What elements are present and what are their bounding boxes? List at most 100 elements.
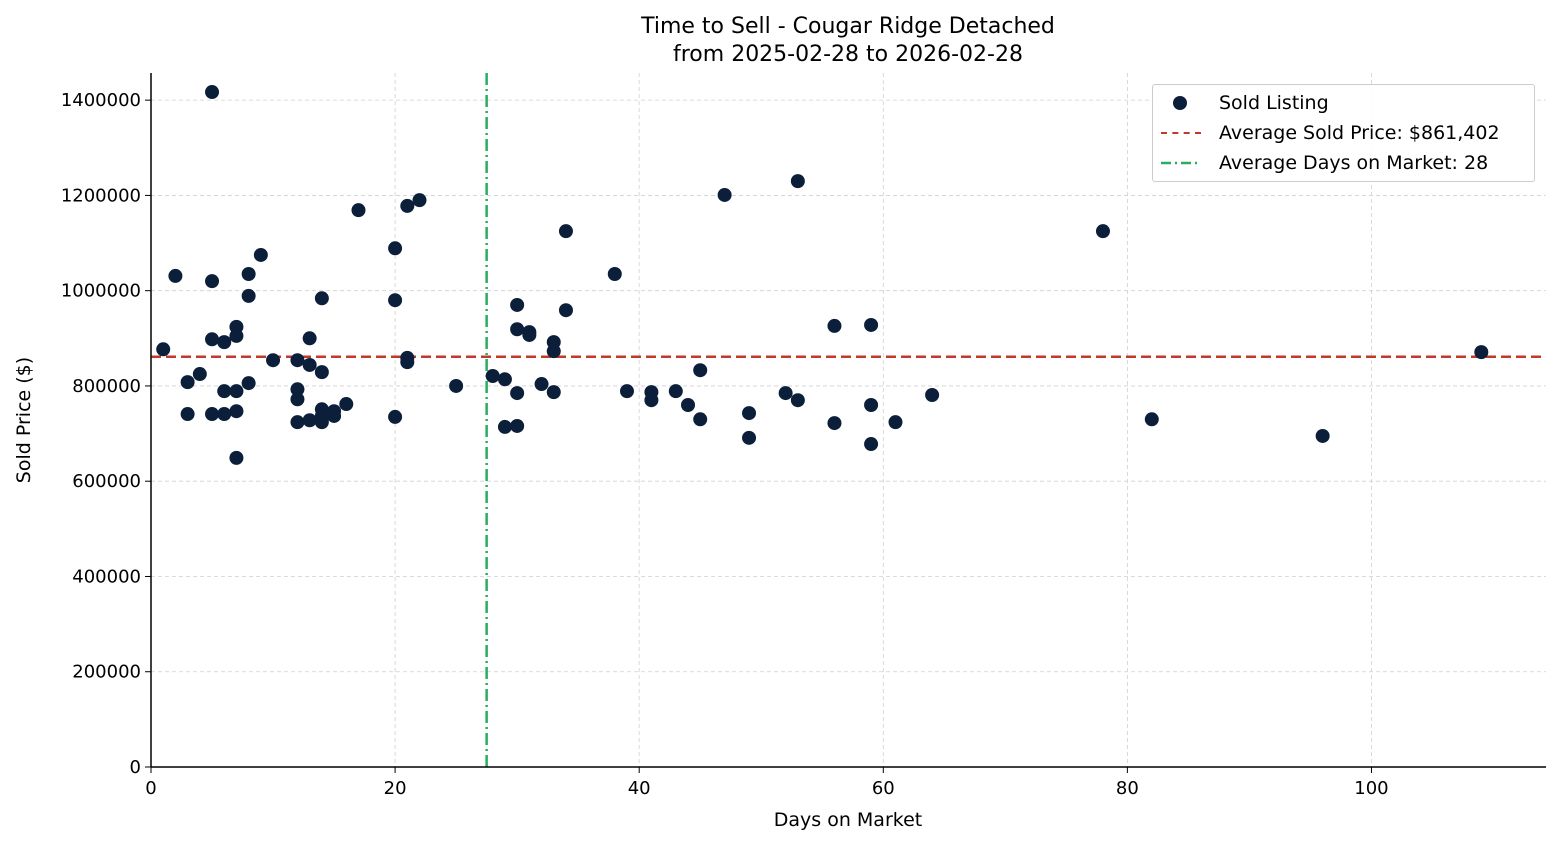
data-point xyxy=(388,293,403,308)
data-point xyxy=(864,397,879,412)
legend-label: Sold Listing xyxy=(1219,92,1329,114)
x-tick-label: 80 xyxy=(1116,778,1139,799)
data-point xyxy=(302,331,317,346)
data-point xyxy=(693,363,708,378)
data-point xyxy=(864,437,879,452)
y-tick-label: 1400000 xyxy=(61,90,141,111)
reference-lines xyxy=(151,73,1546,767)
data-point xyxy=(510,386,525,401)
legend-label: Average Sold Price: $861,402 xyxy=(1219,122,1500,144)
data-point xyxy=(827,318,842,333)
x-tick-label: 60 xyxy=(872,778,895,799)
legend-label: Average Days on Market: 28 xyxy=(1219,152,1489,174)
data-point xyxy=(790,174,805,189)
data-point xyxy=(241,288,256,303)
data-point xyxy=(400,355,415,370)
y-tick-label: 600000 xyxy=(72,471,141,492)
dashdot-line-icon xyxy=(1161,161,1201,165)
data-point xyxy=(156,342,171,357)
chart-subtitle: from 2025-02-28 to 2026-02-28 xyxy=(673,42,1023,67)
legend-item-sold: Sold Listing xyxy=(1153,89,1329,117)
data-point xyxy=(607,267,622,282)
data-point xyxy=(668,384,683,399)
data-point xyxy=(449,378,464,393)
data-point xyxy=(229,328,244,343)
data-point xyxy=(546,344,561,359)
data-point xyxy=(351,203,366,218)
data-point xyxy=(217,384,232,399)
data-point xyxy=(229,384,244,399)
data-point xyxy=(205,85,220,100)
data-point xyxy=(388,409,403,424)
data-point xyxy=(314,291,329,306)
data-point xyxy=(241,376,256,391)
data-point xyxy=(290,415,305,430)
data-point xyxy=(400,198,415,213)
y-tick-label: 800000 xyxy=(72,376,141,397)
data-point xyxy=(778,386,793,401)
data-point xyxy=(1315,428,1330,443)
data-point xyxy=(864,317,879,332)
legend: Sold Listing Average Sold Price: $861,40… xyxy=(1152,84,1535,182)
data-point xyxy=(510,322,525,337)
x-tick-label: 20 xyxy=(384,778,407,799)
data-point xyxy=(681,397,696,412)
data-point xyxy=(180,407,195,422)
data-point xyxy=(619,384,634,399)
y-tick-label: 400000 xyxy=(72,566,141,587)
data-point xyxy=(888,415,903,430)
data-point xyxy=(412,193,427,208)
data-point xyxy=(290,392,305,407)
data-point xyxy=(302,413,317,428)
data-point xyxy=(1095,224,1110,239)
data-point xyxy=(522,327,537,342)
data-point xyxy=(253,247,268,262)
data-point xyxy=(229,450,244,465)
data-point xyxy=(266,353,281,368)
data-point xyxy=(534,377,549,392)
data-point xyxy=(314,415,329,430)
data-point xyxy=(558,303,573,318)
data-point xyxy=(717,187,732,202)
y-tick-label: 200000 xyxy=(72,662,141,683)
data-point xyxy=(290,382,305,397)
data-point xyxy=(790,393,805,408)
y-axis-label: Sold Price ($) xyxy=(13,357,35,483)
data-point xyxy=(205,407,220,422)
data-point xyxy=(510,418,525,433)
legend-item-avg-days: Average Days on Market: 28 xyxy=(1153,149,1488,177)
x-tick-label: 100 xyxy=(1354,778,1388,799)
data-point xyxy=(546,385,561,400)
data-points xyxy=(156,85,1489,465)
data-point xyxy=(205,274,220,289)
data-point xyxy=(290,353,305,368)
chart-title: Time to Sell - Cougar Ridge Detached xyxy=(640,14,1055,39)
y-tick-label: 0 xyxy=(130,757,141,778)
data-point xyxy=(217,407,232,422)
data-point xyxy=(558,224,573,239)
data-point xyxy=(168,268,183,283)
data-point xyxy=(485,368,500,383)
dashed-line-icon xyxy=(1161,132,1201,134)
x-tick-label: 40 xyxy=(628,778,651,799)
y-tick-label: 1200000 xyxy=(61,185,141,206)
data-point xyxy=(1144,412,1159,427)
data-point xyxy=(925,387,940,402)
data-point xyxy=(510,297,525,312)
y-tick-label: 1000000 xyxy=(61,281,141,302)
data-point xyxy=(742,406,757,421)
data-point xyxy=(302,357,317,372)
data-point xyxy=(314,365,329,380)
data-point xyxy=(217,335,232,350)
data-point xyxy=(827,416,842,431)
x-axis-label: Days on Market xyxy=(774,809,922,831)
axes: 0 20 40 60 80 100 0 200000 400000 600000 800000 100… xyxy=(61,73,1546,799)
data-point xyxy=(339,397,354,412)
data-point xyxy=(388,241,403,256)
data-point xyxy=(241,267,256,282)
data-point xyxy=(192,367,207,382)
data-point xyxy=(497,372,512,387)
data-point xyxy=(497,419,512,434)
data-point xyxy=(229,404,244,419)
